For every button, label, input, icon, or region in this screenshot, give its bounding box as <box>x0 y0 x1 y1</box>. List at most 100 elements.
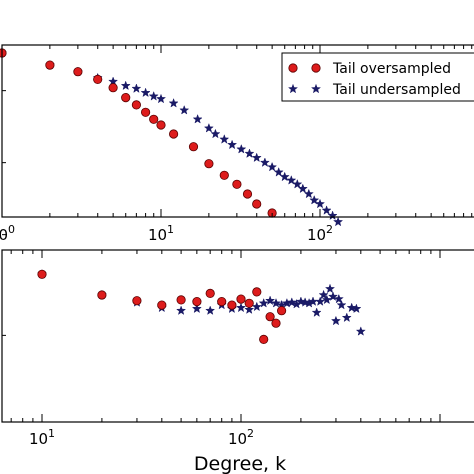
x-axis-title: Degree, k <box>194 453 286 474</box>
x-tick-label: 101 <box>148 223 174 244</box>
undersampled-point-17 <box>286 297 297 307</box>
top-panel-ticks <box>2 45 473 236</box>
undersampled-point-30 <box>333 293 344 304</box>
oversampled-point-12 <box>204 159 214 169</box>
undersampled-point-26 <box>297 183 308 194</box>
legend-circle-2 <box>311 63 321 73</box>
bottom-panel-tick-labels: 101 102 <box>29 427 254 448</box>
undersampled-point-28 <box>327 291 339 301</box>
oversampled-point-3 <box>93 74 103 85</box>
legend-label-oversampled: Tail oversampled <box>332 61 451 77</box>
oversampled-point-15 <box>276 306 287 316</box>
legend-marker-oversampled <box>288 63 321 73</box>
legend-star-1 <box>287 83 299 94</box>
undersampled-point-35 <box>355 326 366 336</box>
legend-marker-undersampled <box>287 83 322 94</box>
legend-box <box>281 52 474 102</box>
undersampled-point-12 <box>192 113 203 124</box>
oversampled-point-1 <box>97 290 107 300</box>
undersampled-point-27 <box>324 283 336 294</box>
oversampled-point-7 <box>141 107 151 117</box>
top-panel-tick-labels: 100 101 102 <box>0 223 333 244</box>
oversampled-point-11 <box>252 287 262 297</box>
undersampled-point-28 <box>309 194 320 205</box>
undersampled-point-7 <box>140 87 151 98</box>
undersampled-point-9 <box>155 93 167 104</box>
oversampled-point-3 <box>157 300 167 310</box>
oversampled-point-14 <box>271 318 281 328</box>
top-panel-frame <box>1 44 474 218</box>
oversampled-point-12 <box>259 334 269 344</box>
oversampled-point-5 <box>121 93 131 103</box>
undersampled-point-14 <box>271 297 282 308</box>
legend-star-2 <box>310 83 322 94</box>
oversampled-point-10 <box>244 298 254 308</box>
top-panel: 100 101 102 Tail oversampled Tail undersam… <box>0 44 474 244</box>
x-tick-label: 100 <box>0 223 15 244</box>
oversampled-point-16 <box>252 199 262 209</box>
undersampled-point-34 <box>351 303 362 314</box>
bottom-panel: 101 102 Degree, k <box>1 249 474 474</box>
undersampled-point-31 <box>327 210 338 220</box>
x-tick-label: 101 <box>29 427 55 448</box>
undersampled-point-26 <box>321 294 332 305</box>
undersampled-point-23 <box>279 171 290 182</box>
bottom-panel-marks <box>36 268 366 344</box>
undersampled-point-21 <box>267 161 278 172</box>
undersampled-point-8 <box>148 90 159 101</box>
undersampled-point-18 <box>244 148 255 158</box>
oversampled-point-6 <box>131 100 141 110</box>
undersampled-point-11 <box>179 104 190 115</box>
undersampled-point-4 <box>176 305 187 315</box>
oversampled-point-7 <box>217 296 227 307</box>
undersampled-point-11 <box>251 301 262 312</box>
undersampled-point-23 <box>311 307 322 318</box>
undersampled-point-19 <box>251 152 262 163</box>
undersampled-point-9 <box>235 302 247 313</box>
oversampled-point-9 <box>156 120 166 130</box>
oversampled-point-8 <box>227 300 237 310</box>
undersampled-point-32 <box>333 216 344 227</box>
undersampled-point-29 <box>330 315 341 326</box>
undersampled-point-25 <box>292 178 303 189</box>
undersampled-point-6 <box>205 305 216 315</box>
oversampled-point-10 <box>169 129 179 139</box>
bottom-panel-ticks <box>2 250 441 422</box>
undersampled-point-10 <box>244 304 255 314</box>
oversampled-point-14 <box>232 179 242 189</box>
undersampled-point-31 <box>336 299 347 310</box>
x-tick-label: 102 <box>307 223 333 244</box>
top-panel-marks <box>0 47 344 227</box>
oversampled-point-15 <box>242 189 253 199</box>
oversampled-point-8 <box>149 114 159 124</box>
undersampled-point-14 <box>210 128 221 139</box>
undersampled-point-13 <box>203 122 214 133</box>
oversampled-point-2 <box>73 67 83 77</box>
oversampled-point-13 <box>265 312 275 322</box>
undersampled-point-15 <box>219 134 230 144</box>
undersampled-point-30 <box>321 205 332 215</box>
legend-entry-undersampled: Tail undersampled <box>287 82 461 98</box>
oversampled-point-9 <box>236 294 246 304</box>
legend-circle-1 <box>288 63 298 73</box>
oversampled-point-2 <box>132 296 142 306</box>
undersampled-point-5 <box>120 80 131 91</box>
oversampled-point-0 <box>0 48 7 58</box>
undersampled-point-6 <box>131 83 142 94</box>
bottom-panel-frame <box>1 249 474 423</box>
legend: Tail oversampled Tail undersampled <box>281 52 474 102</box>
undersampled-point-24 <box>315 296 326 306</box>
undersampled-point-12 <box>258 297 269 308</box>
undersampled-point-29 <box>314 198 326 209</box>
undersampled-point-16 <box>226 139 238 150</box>
x-tick-label: 102 <box>228 427 254 448</box>
undersampled-point-25 <box>318 289 329 300</box>
oversampled-point-11 <box>188 142 199 152</box>
undersampled-point-24 <box>286 175 297 185</box>
undersampled-point-27 <box>303 188 314 199</box>
oversampled-point-13 <box>219 170 229 180</box>
oversampled-point-1 <box>45 60 55 70</box>
undersampled-point-10 <box>168 97 179 108</box>
oversampled-point-4 <box>108 83 118 93</box>
